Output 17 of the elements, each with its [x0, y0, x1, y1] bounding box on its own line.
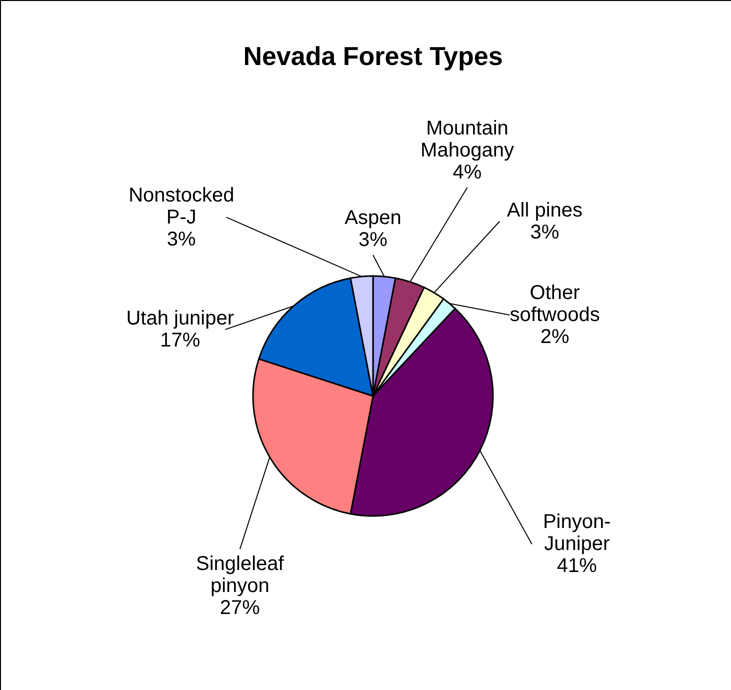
slice-label: Singleleaf pinyon — [196, 553, 284, 598]
slice-label: Nonstocked P-J — [128, 184, 234, 228]
data-label: 27% — [220, 597, 260, 620]
slice-label: Pinyon- Juniper — [542, 511, 611, 556]
data-label: 4% — [452, 161, 482, 184]
slice-label: Other softwoods — [510, 282, 600, 326]
data-label: 3% — [358, 229, 388, 251]
slice-label: Utah juniper — [126, 308, 234, 330]
chart-title: Nevada Forest Types — [243, 41, 503, 71]
slice-label: Aspen — [344, 207, 402, 229]
slice-label: Mountain Mahogany — [420, 117, 514, 162]
data-label: 3% — [166, 228, 196, 250]
data-label: 41% — [556, 555, 598, 578]
data-label: 17% — [160, 330, 200, 352]
data-label: 3% — [530, 221, 560, 244]
data-label: 2% — [540, 326, 570, 348]
slice-label: All pines — [506, 199, 583, 222]
